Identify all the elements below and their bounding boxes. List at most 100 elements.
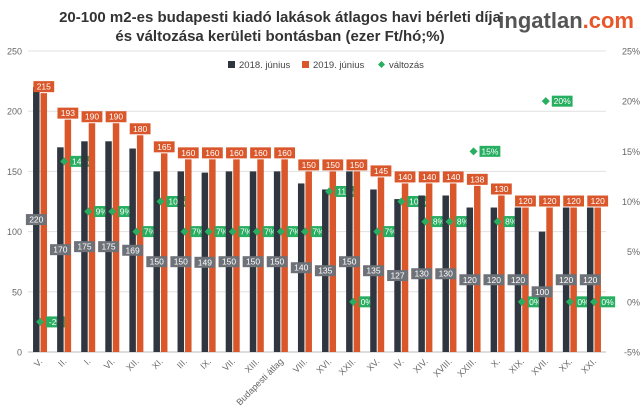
data-label-bg-change — [190, 226, 206, 238]
y-tick-left: 200 — [7, 107, 22, 117]
data-label-change: -2% — [49, 317, 65, 327]
bar-2019 — [546, 207, 553, 352]
change-marker — [36, 317, 45, 326]
data-label-change: 8% — [457, 217, 470, 227]
data-label-change: 15% — [481, 146, 498, 156]
change-marker — [84, 207, 93, 216]
bar-2019 — [377, 177, 385, 352]
x-tick-label: XXIII. — [455, 356, 478, 379]
bar-2019 — [281, 159, 288, 352]
bar-2019 — [185, 159, 192, 352]
bar-2019 — [401, 183, 409, 352]
data-label-2018: 169 — [126, 245, 140, 255]
data-label-2018: 175 — [101, 242, 115, 252]
data-label-change: 8% — [433, 217, 446, 227]
data-label-2019: 138 — [470, 174, 484, 184]
bar-2019 — [257, 159, 264, 352]
data-label-change: 7% — [312, 227, 325, 237]
data-label-2018: 150 — [342, 257, 356, 267]
brand-logo-suffix: .com — [582, 8, 634, 33]
data-label-change: 9% — [96, 207, 109, 217]
data-label-bg-2018 — [170, 256, 192, 268]
data-label-change: 0% — [361, 297, 374, 307]
data-label-bg-2019 — [418, 171, 440, 183]
x-tick-label: XVIII. — [431, 356, 454, 379]
x-tick-label: XXI. — [579, 356, 598, 375]
y-tick-right: 15% — [622, 147, 640, 157]
data-label-bg-change — [166, 196, 188, 207]
data-label-2019: 160 — [253, 148, 267, 158]
data-label-2018: 150 — [174, 257, 188, 267]
change-marker — [60, 157, 69, 166]
data-label-bg-2018 — [459, 274, 481, 286]
change-marker — [421, 217, 430, 226]
brand-logo: ingatlan.com — [498, 8, 634, 34]
data-label-2018: 120 — [511, 275, 525, 285]
change-marker — [156, 197, 165, 206]
data-label-2018: 130 — [415, 269, 429, 279]
data-label-2018: 170 — [53, 245, 67, 255]
data-label-change: 7% — [385, 227, 398, 237]
data-label-bg-2019 — [515, 195, 536, 207]
data-label-2019: 140 — [446, 172, 460, 182]
change-marker — [349, 297, 358, 306]
data-label-change: 10% — [168, 197, 185, 207]
bar-2019 — [233, 159, 240, 352]
bar-2019 — [305, 171, 312, 352]
data-label-change: 9% — [120, 207, 133, 217]
data-label-2018: 150 — [246, 257, 260, 267]
data-label-2019: 140 — [422, 172, 436, 182]
chart-title: 20-100 m2-es budapesti kiadó lakások átl… — [40, 8, 520, 46]
y-tick-right: 20% — [622, 97, 640, 107]
change-marker — [180, 227, 189, 236]
change-marker — [445, 217, 454, 226]
data-label-bg-change — [118, 206, 134, 218]
change-marker — [204, 227, 213, 236]
data-label-bg-2018 — [122, 244, 144, 256]
data-label-bg-2018 — [314, 265, 336, 277]
x-tick-label: X. — [489, 356, 502, 369]
data-label-2019: 180 — [133, 124, 147, 134]
legend-swatch-change — [378, 61, 385, 68]
data-label-2019: 190 — [85, 112, 99, 122]
change-marker — [108, 207, 117, 216]
x-tick-label: IX. — [198, 356, 213, 371]
data-label-bg-2019 — [105, 111, 127, 123]
y-tick-right: 5% — [627, 247, 640, 257]
bar-2019 — [498, 195, 505, 352]
data-label-bg-change — [575, 296, 592, 308]
data-label-2018: 120 — [487, 275, 501, 285]
data-label-2019: 145 — [374, 166, 388, 176]
x-tick-label: V. — [32, 356, 45, 369]
data-label-2019: 150 — [302, 160, 316, 170]
data-label-bg-2019 — [370, 165, 392, 177]
x-tick-label: VI. — [102, 356, 117, 371]
data-label-2018: 175 — [77, 242, 91, 252]
data-label-2018: 140 — [294, 263, 308, 273]
data-label-bg-2018 — [266, 256, 288, 268]
data-label-bg-2018 — [218, 256, 240, 268]
chart-title-line1: 20-100 m2-es budapesti kiadó lakások átl… — [59, 9, 501, 26]
legend-label-change: változás — [389, 60, 424, 71]
data-label-2019: 190 — [109, 112, 123, 122]
x-tick-label: XII. — [124, 356, 141, 373]
change-marker — [397, 197, 406, 206]
bar-2019 — [425, 183, 433, 352]
data-label-change: 0% — [601, 297, 614, 307]
data-label-bg-2018 — [531, 286, 553, 298]
change-marker — [276, 227, 285, 236]
data-label-bg-change — [94, 206, 110, 218]
data-label-bg-2019 — [490, 183, 512, 195]
data-label-2019: 160 — [205, 148, 219, 158]
data-label-bg-change — [527, 296, 543, 308]
data-label-bg-2019 — [274, 147, 296, 159]
data-label-change: 14% — [72, 156, 89, 166]
y-tick-left: 50 — [12, 287, 22, 297]
data-label-bg-2018 — [290, 262, 312, 274]
change-marker — [373, 227, 382, 236]
data-label-2018: 127 — [390, 271, 404, 281]
legend-swatch-2018 — [228, 61, 235, 68]
y-tick-left: 100 — [7, 227, 22, 237]
data-label-change: 10% — [409, 197, 426, 207]
